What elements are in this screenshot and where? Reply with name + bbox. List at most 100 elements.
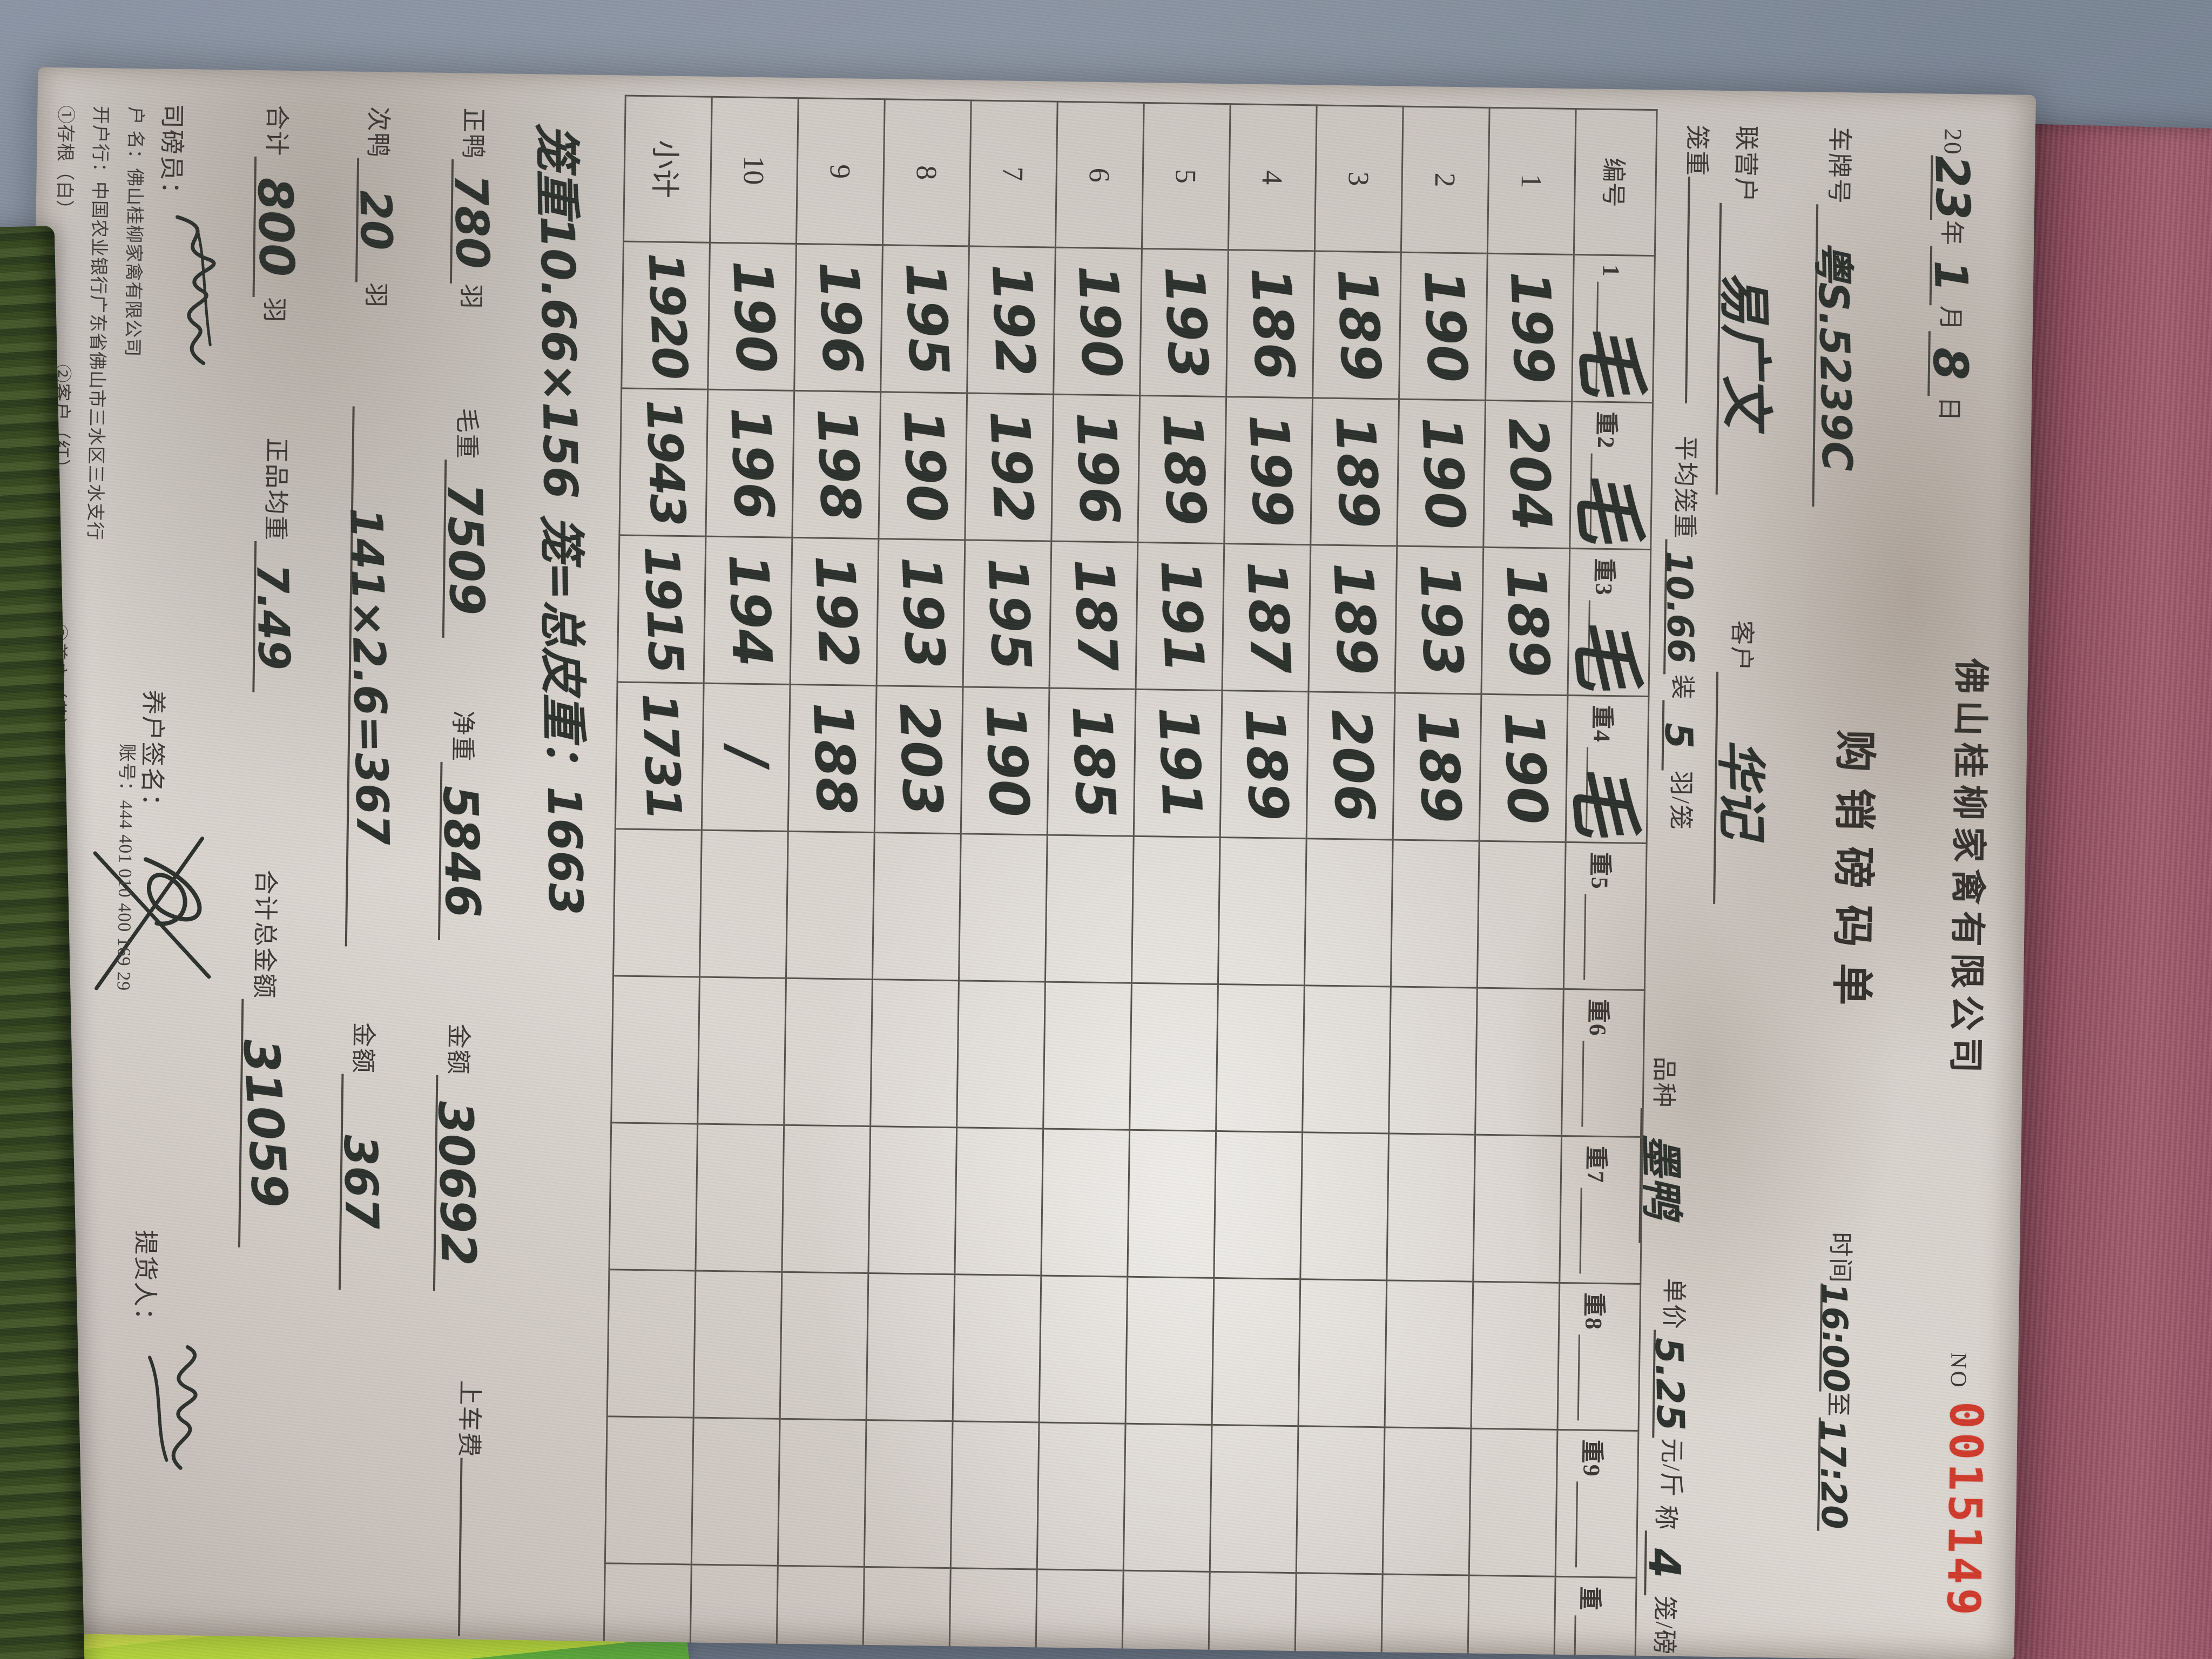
company-name: 佛山桂柳家禽有限公司 (1945, 658, 1991, 1080)
weight-cell: 1943 (619, 388, 708, 537)
net-label: 净重 (448, 710, 477, 763)
account-name-label: 户 名： (124, 106, 146, 168)
row-id-cell: 3 (1314, 105, 1404, 253)
weight-cell (1296, 1426, 1385, 1574)
unit-price-unit: 元/斤 (1657, 1438, 1686, 1498)
ci-amount-value: 367 (333, 1134, 389, 1230)
load-label: 装 (1668, 674, 1697, 701)
table-col-header: 重 (1552, 1576, 1637, 1659)
weight-cell (781, 1125, 871, 1273)
weight-cell (1386, 1133, 1475, 1282)
weight-cell (1391, 839, 1480, 988)
weight-cell (1466, 1575, 1556, 1659)
table-col-header: 重2 毛 (1562, 401, 1653, 550)
unit-price-label: 单价 (1660, 1278, 1688, 1331)
customer-label: 客户 (1728, 620, 1756, 672)
receipt-paper: 20 23 年 1 月 8 日 佛山桂柳家禽有限公司 NO 0015149 车牌号 粤S.52… (16, 67, 2036, 1659)
weight-cell: 188 (788, 684, 877, 833)
table-col-header: 重3 毛 (1560, 548, 1651, 697)
scale-value: 4 (1638, 1547, 1690, 1579)
weight-cell (780, 1272, 868, 1420)
avg-cage-label: 平均笼重 (1670, 435, 1700, 540)
ci-duck-line: 次鸭 20 羽 141×2.6=367 金额 367 (334, 72, 410, 1638)
weight-cell (605, 1416, 694, 1564)
weight-cell (1034, 1569, 1124, 1659)
weight-cell (1385, 1280, 1473, 1429)
weigher-signature (176, 215, 216, 366)
weight-cell (1304, 838, 1393, 987)
table-col-header: 重7 (1559, 1136, 1643, 1284)
weight-cell: / (702, 683, 791, 832)
gross-value: 7509 (436, 482, 495, 616)
weight-cell: 190 (1053, 247, 1142, 396)
row-id-cell: 5 (1142, 103, 1231, 250)
weight-cell (1129, 983, 1218, 1131)
weight-cell (866, 1273, 955, 1421)
weight-cell (1045, 835, 1134, 983)
receipt-number-label: NO (1945, 1352, 1971, 1390)
weight-cell: 195 (880, 245, 969, 393)
weight-cell (1043, 982, 1132, 1130)
weight-cell (1300, 1132, 1389, 1280)
copy-stub-white: ①存根（白） (53, 105, 76, 219)
time-to: 至 (1824, 1391, 1852, 1418)
weight-cell (774, 1566, 865, 1659)
weight-cell: 193 (1139, 248, 1229, 397)
total-unit: 羽 (260, 297, 288, 323)
weight-cell (870, 979, 959, 1128)
time-label: 时间 (1826, 1231, 1854, 1284)
weight-cell: 189 (1309, 544, 1397, 693)
weight-cell (607, 1269, 696, 1418)
farmer-signature (93, 837, 211, 990)
weight-cell: 187 (1049, 541, 1138, 690)
farmer-sign-label: 养户签名： (137, 690, 167, 820)
signature-line: 司磅员： 养户签名： 提货人： (93, 69, 238, 1636)
weight-cell (1213, 1131, 1303, 1279)
weight-cell (1302, 985, 1391, 1134)
weight-cell: 190 (707, 242, 797, 391)
row-id-cell: 1 (1487, 107, 1576, 255)
row-id-cell: 8 (882, 99, 972, 246)
handwritten-gross-mark: 毛 (1558, 760, 1648, 839)
weight-cell: 192 (967, 246, 1056, 395)
date-month-value: 1 (1924, 259, 1978, 293)
time-start: 16:00 (1813, 1282, 1856, 1393)
weight-cell (1206, 1572, 1297, 1659)
grand-total-value: 31059 (232, 1037, 298, 1210)
weight-cell (872, 832, 961, 981)
handwritten-gross-mark: 毛 (1562, 467, 1652, 545)
weight-cell (1127, 1130, 1216, 1278)
row-id-cell: 2 (1401, 106, 1490, 254)
grand-total-label: 合计总金额 (250, 869, 280, 1000)
receipt-number: NO 0015149 (1937, 1352, 1994, 1620)
weight-cell (956, 980, 1046, 1129)
date-year-value: 23 (1924, 154, 1980, 221)
weight-cell: 196 (1051, 394, 1140, 543)
weight-cell: 189 (1137, 395, 1226, 544)
weight-cell: 191 (1136, 542, 1224, 691)
handwritten-gross-mark: 毛 (1560, 613, 1650, 692)
weight-cell (699, 830, 788, 979)
avg-item-value: 7.49 (247, 563, 300, 671)
table-col-header: 重9 (1555, 1429, 1638, 1578)
zheng-duck-line: 正鸭 780 羽 毛重 7509 净重 5846 金额 30692 上车费 (427, 73, 508, 1640)
weight-cell (1298, 1279, 1387, 1427)
total-label: 合计 (262, 105, 291, 157)
weight-cell: 193 (1394, 546, 1483, 694)
account-no-value: 444 401 010 400 169 29 (113, 800, 136, 992)
weight-cell (688, 1564, 778, 1659)
weight-cell (861, 1567, 951, 1659)
weight-cell (953, 1274, 1041, 1422)
weight-cell (959, 833, 1048, 982)
weight-cell: 189 (1310, 397, 1399, 547)
account-name-value: 佛山桂柳家禽有限公司 (122, 168, 145, 358)
weight-cell (1210, 1425, 1299, 1573)
weight-cell: 196 (705, 389, 794, 538)
zheng-unit: 羽 (457, 284, 485, 310)
weight-cell: 1915 (617, 535, 706, 684)
weight-cell (1293, 1573, 1383, 1659)
weight-cell: 192 (965, 393, 1054, 542)
weight-cell (1475, 988, 1564, 1136)
date-month-suffix: 月 (1936, 305, 1965, 332)
